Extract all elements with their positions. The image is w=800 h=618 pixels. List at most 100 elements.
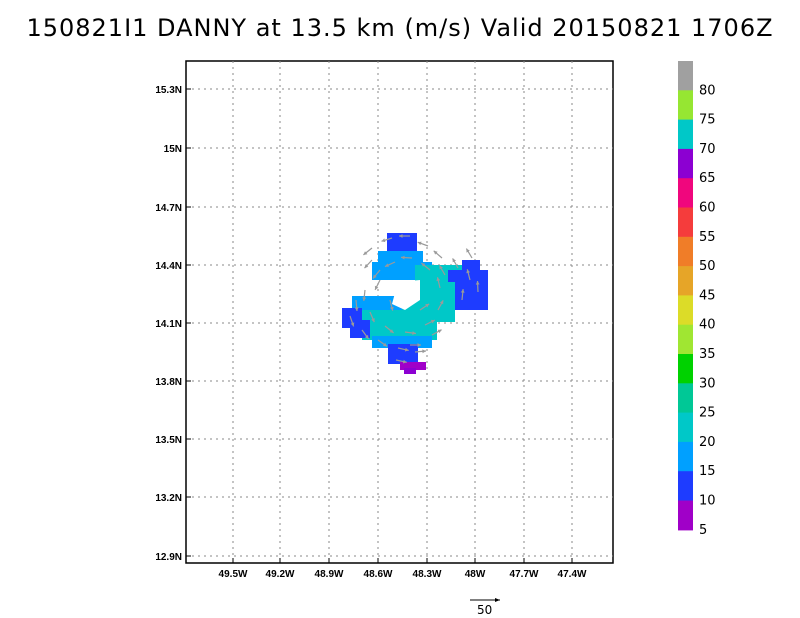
colorbar-label: 35 [699,347,716,362]
colorbar-swatch [678,178,693,209]
lon-tick-label: 47.4W [558,569,587,580]
lat-tick-label: 15.3N [155,85,182,96]
lon-tick-label: 48.6W [364,569,393,580]
colorbar-swatch [678,383,693,414]
colorbar-label: 30 [699,376,716,391]
colorbar-swatch [678,412,693,443]
colorbar-label: 5 [699,523,707,538]
colorbar-swatch [678,90,693,121]
wind-vector-head [373,274,377,279]
colorbar-label: 70 [699,142,716,157]
colorbar-swatch [678,354,693,384]
storm-eye [392,280,420,310]
wind-vector-head [374,285,379,290]
wind-vector-head [402,359,407,364]
colorbar-label: 80 [699,83,716,98]
colorbar-label: 20 [699,435,716,450]
lat-tick-label: 13.2N [155,493,182,504]
wind-vector-head [401,255,405,260]
wind-vector-head [404,347,409,352]
wind-vector-head [399,234,403,238]
colorbar-swatch [678,324,693,355]
colorbar-label: 10 [699,494,716,509]
colorbar-swatch [678,266,693,296]
wind-vector-head [385,263,389,267]
wind-vectors [349,234,480,364]
wind-vector-head [433,250,438,255]
lat-tick-label: 14.1N [155,319,182,330]
wind-vector-head [350,322,355,327]
lon-tick-label: 47.7W [510,569,539,580]
colorbar-swatch [678,295,693,326]
colorbar-label: 25 [699,406,716,421]
lat-tick-label: 15N [164,144,182,155]
wind-cell [387,233,417,253]
colorbar-swatch [678,119,693,150]
colorbar-swatch [678,471,693,502]
wind-vector-head [417,241,422,246]
lat-tick-label: 14.7N [155,203,182,214]
colorbar-swatch [678,236,693,267]
colorbar-label: 55 [699,230,716,245]
wind-vector-head [421,263,426,267]
wind-vector-head [466,269,470,274]
wind-cell [462,260,480,280]
wind-vector-head [371,318,375,323]
wind-vector-head [364,334,369,339]
longitude-axis: 49.5W 49.2W 48.9W 48.6W 48.3W 48W 47.7W 47.4W [219,558,587,580]
wind-vector-head [364,264,369,269]
wind-vector-head [466,248,470,253]
map-title: 150821I1 DANNY at 13.5 km (m/s) Valid 20… [26,14,774,42]
lat-tick-label: 13.8N [155,377,182,388]
colorbar-swatch [678,500,693,531]
wind-vector-head [437,329,442,334]
wind-vector-head [439,265,443,270]
colorbar-label: 15 [699,464,716,479]
lon-tick-label: 48.3W [413,569,442,580]
colorbar-label: 40 [699,318,716,333]
map-frame [185,60,614,564]
wind-cell [400,362,426,370]
colorbar-swatch [678,441,693,472]
wind-cell [388,344,418,364]
wind-vector-head [422,349,426,354]
lat-tick-label: 12.9N [155,552,182,563]
wind-vector-head [436,277,441,282]
wind-vector-head [439,300,444,305]
colorbar-label: 75 [699,113,716,128]
latitude-axis: 15.3N 15N 14.7N 14.4N 14.1N 13.8N 13.5N 13.2N 12… [155,85,191,563]
wind-cell [362,310,437,340]
reference-arrowhead [495,598,500,602]
lat-tick-label: 13.5N [155,435,182,446]
wind-vector-head [354,307,359,311]
colorbar-label: 60 [699,201,716,216]
wind-vector-head [417,343,421,347]
wind-vector-head [381,238,386,243]
wind-vector-head [460,289,465,293]
wind-cell [350,320,370,338]
colorbar-swatch [678,207,693,238]
wind-vector-head [389,329,394,333]
reference-vector: 50 [470,598,500,617]
lon-tick-label: 48.9W [315,569,344,580]
wind-vector-head [430,319,435,324]
wind-vector-head [362,297,367,301]
lon-tick-label: 48W [465,569,486,580]
wind-vector-head [383,342,387,347]
wind-vector-head [452,258,456,263]
grid-lines [186,61,613,563]
lon-tick-label: 49.2W [266,569,295,580]
colorbar-label: 65 [699,171,716,186]
reference-vector-label: 50 [477,603,492,617]
wind-vector-head [412,331,416,335]
wind-vector-head [390,306,394,311]
lat-tick-label: 14.4N [155,261,182,272]
wind-cell [404,368,416,374]
colorbar-swatch [678,61,693,91]
colorbar-swatch [678,148,693,179]
lon-tick-label: 49.5W [219,569,248,580]
colorbar: 80 75 70 65 60 55 50 45 40 35 30 25 20 15 10 5 [678,61,716,538]
colorbar-label: 50 [699,259,716,274]
wind-vector-head [363,251,368,255]
